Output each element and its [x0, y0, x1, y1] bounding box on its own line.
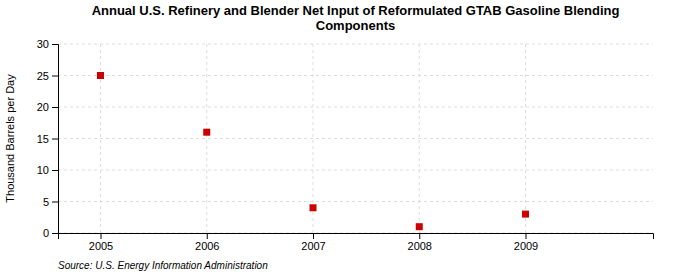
grid-line-x — [206, 44, 207, 233]
x-axis-tick-label: 2006 — [195, 240, 219, 252]
title: Annual U.S. Refinery and Blender Net Inp… — [92, 3, 620, 33]
x-axis-tick: 2009 — [514, 233, 538, 252]
y-axis-tick-label: 10 — [37, 164, 49, 176]
x-axis: 2005 2006 2007 2008 2009 — [59, 233, 654, 252]
y-axis-tick-mark — [52, 233, 58, 234]
y-axis-title: Thousand Barrels per Day — [4, 74, 16, 203]
y-axis: 0 5 10 15 20 25 30 — [37, 38, 59, 239]
x-axis-tick-mark — [207, 233, 208, 239]
grid-line-x — [525, 44, 526, 233]
y-axis-tick-label: 15 — [37, 133, 49, 145]
grid-line-x — [419, 44, 420, 233]
y-axis-line — [52, 45, 59, 234]
y-axis-tick: 20 — [37, 101, 58, 113]
y-axis-tick-label: 25 — [37, 70, 49, 82]
point — [522, 211, 529, 218]
series — [97, 72, 529, 230]
y-axis-tick-mark — [52, 44, 58, 45]
grid-line-y — [58, 75, 653, 76]
y-axis-tick: 25 — [37, 70, 58, 82]
x-axis-tick-label: 2007 — [301, 240, 325, 252]
y-axis-tick-mark — [52, 76, 58, 77]
y-axis-tick-label: 0 — [43, 227, 49, 239]
grid-line-y — [58, 107, 653, 108]
point — [310, 204, 317, 211]
x-axis-line — [59, 234, 654, 240]
y-axis-tick: 5 — [43, 196, 58, 208]
x-axis-tick-mark — [419, 233, 420, 239]
point — [416, 223, 423, 230]
grid — [58, 44, 653, 233]
y-axis-tick-mark — [52, 107, 58, 108]
y-axis-tick-label: 5 — [43, 196, 49, 208]
chart: 2005 2006 2007 2008 2009 0 5 10 15 20 25 30 Annual U… — [0, 0, 675, 275]
source-note: Source: U.S. Energy Information Administ… — [58, 260, 268, 271]
x-axis-tick-label: 2005 — [89, 240, 113, 252]
x-axis-tick-label: 2008 — [408, 240, 432, 252]
x-axis-tick: 2007 — [301, 233, 325, 252]
y-axis-tick: 15 — [37, 133, 58, 145]
x-axis-tick-mark — [101, 233, 102, 239]
x-axis-tick: 2006 — [195, 233, 219, 252]
plot-area: 2005 2006 2007 2008 2009 0 5 10 15 20 25 30 — [37, 38, 654, 252]
y-axis-tick-mark — [52, 170, 58, 171]
y-axis-tick: 0 — [43, 227, 58, 239]
x-axis-tick: 2005 — [89, 233, 113, 252]
y-axis-tick-mark — [52, 139, 58, 140]
point — [203, 129, 210, 136]
y-axis-tick: 10 — [37, 164, 58, 176]
x-axis-tick-label: 2009 — [514, 240, 538, 252]
y-axis-tick-label: 30 — [37, 38, 49, 50]
x-axis-tick: 2008 — [408, 233, 432, 252]
y-axis-tick-mark — [52, 202, 58, 203]
grid-line-y — [58, 44, 653, 45]
point — [97, 72, 104, 79]
y-axis-tick: 30 — [37, 38, 58, 50]
grid-line-y — [58, 170, 653, 171]
grid-line-y — [58, 201, 653, 202]
x-axis-tick-mark — [313, 233, 314, 239]
y-axis-tick-label: 20 — [37, 101, 49, 113]
grid-line-y — [58, 138, 653, 139]
x-axis-tick-mark — [526, 233, 527, 239]
